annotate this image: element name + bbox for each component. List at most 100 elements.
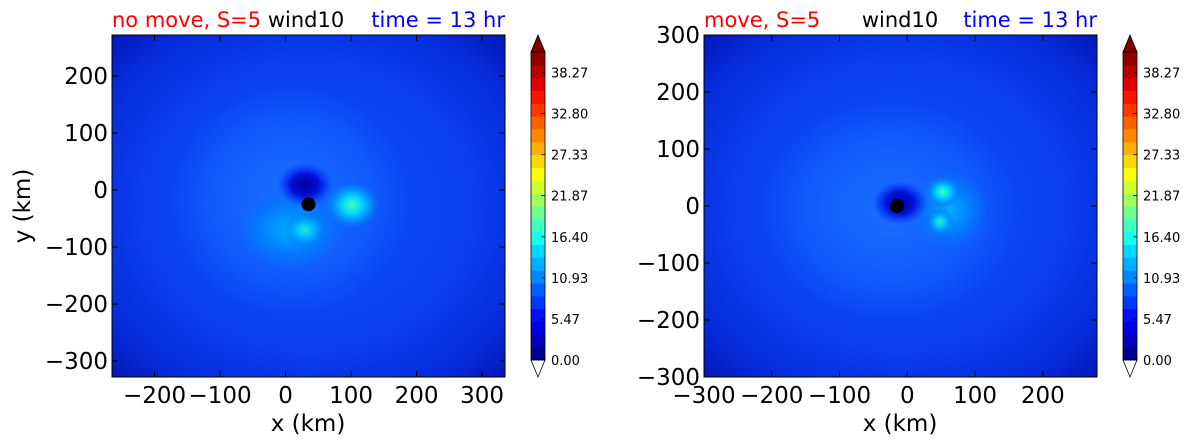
colorbar-segment (1123, 154, 1137, 168)
x-tick-label: −300 (672, 383, 735, 409)
wind-field-no-move (112, 35, 505, 377)
colorbar-tick-label: 38.27 (1143, 67, 1180, 82)
colorbar-segment (1123, 347, 1137, 361)
x-axis-label: x (km) (863, 411, 938, 437)
y-axis-label: y (km) (10, 169, 36, 244)
x-tick-label: 0 (900, 383, 915, 409)
y-tick-label: 100 (64, 121, 108, 147)
x-tick-label: 0 (278, 383, 293, 409)
colorbar-tick-label: 16.40 (1143, 231, 1180, 246)
colorbar-segment (531, 244, 545, 258)
storm-center-marker (301, 197, 316, 212)
y-tick-label: −300 (637, 365, 700, 391)
colorbar-segment (531, 129, 545, 143)
colorbar-segment (1123, 308, 1137, 322)
colorbar-tick-label: 0.00 (1143, 354, 1172, 369)
x-tick-label: −100 (808, 383, 871, 409)
colorbar-segment (1123, 103, 1137, 117)
y-tick-label: −200 (45, 292, 108, 318)
colorbar-tick-label: 5.47 (1143, 313, 1172, 328)
colorbar-tick-label: 38.27 (551, 67, 588, 82)
colorbar-segment (531, 257, 545, 271)
colorbar-extend-max (530, 33, 546, 53)
colorbar-segment (1123, 244, 1137, 258)
y-tick-label: −200 (637, 308, 700, 334)
axes-frame (111, 34, 506, 378)
colorbar-frame (530, 51, 546, 361)
colorbar-segment (1123, 116, 1137, 130)
colorbar-tick-label: 21.87 (1143, 190, 1180, 205)
y-tick-label: 300 (656, 23, 700, 49)
colorbar-tick-label: 32.80 (551, 108, 588, 123)
y-tick-label: −300 (45, 349, 108, 375)
colorbar-segment (1123, 180, 1137, 194)
colorbar-segment (531, 154, 545, 168)
colorbar-tick-label: 32.80 (1143, 108, 1180, 123)
colorbar-segment (1123, 283, 1137, 297)
colorbar-segment (1123, 231, 1137, 245)
colorbar-segment (531, 295, 545, 310)
colorbar-segment (531, 283, 545, 297)
colorbar-segment (531, 52, 545, 66)
colorbar-segment (1123, 257, 1137, 271)
y-tick-label: 100 (656, 137, 700, 163)
colorbar-right: 38.27 32.80 27.33 21.87 16.40 10.93 5.47 0.00 (1122, 33, 1180, 379)
colorbar-tick-label: 10.93 (1143, 272, 1180, 287)
x-tick-label: −100 (188, 383, 251, 409)
colorbar-segment (1123, 141, 1137, 156)
colorbar-tick-label: 16.40 (551, 231, 588, 246)
calm-eye (277, 163, 333, 207)
y-tick-label: −100 (637, 251, 700, 277)
colorbar-segment (531, 347, 545, 361)
colorbar-segment (1123, 52, 1137, 66)
colorbar-segment (1123, 167, 1137, 181)
y-tick-label: 200 (656, 80, 700, 106)
colorbar-segment (531, 193, 545, 207)
colorbar-extend-max (1122, 33, 1138, 53)
wind-max-east (324, 181, 380, 229)
y-tick-label: 200 (64, 64, 108, 90)
colorbar-segment (1123, 295, 1137, 310)
colorbar-segment (531, 116, 545, 130)
wind-max-north (925, 176, 961, 208)
wind-max-south (926, 208, 954, 236)
colorbar-segment (531, 308, 545, 322)
colorbar-segment (531, 141, 545, 156)
colorbar-segment (1123, 321, 1137, 335)
colorbar-segment (531, 103, 545, 117)
wind-jet-south (283, 212, 327, 248)
colorbar-segment (531, 90, 545, 104)
x-tick-label: −200 (740, 383, 803, 409)
colorbar-tick-label: 21.87 (551, 190, 588, 205)
colorbar-segment (531, 270, 545, 284)
colorbar-segment (1123, 64, 1137, 79)
colorbar-segment (1123, 334, 1137, 348)
title-center: wind10 (268, 8, 344, 32)
colorbar-segment (531, 231, 545, 245)
colorbar-segment (531, 167, 545, 181)
colorbar-segment (531, 180, 545, 194)
colorbar-tick-label: 27.33 (551, 149, 588, 164)
x-tick-label: 200 (1021, 383, 1065, 409)
y-tick-label: −100 (45, 235, 108, 261)
colorbar-segment (531, 321, 545, 335)
colorbar-extend-min (1122, 359, 1138, 379)
colorbar-segment (1123, 218, 1137, 233)
title-left: move, S=5 (704, 8, 820, 32)
title-right: time = 13 hr (371, 8, 505, 32)
colorbar-tick-label: 27.33 (1143, 149, 1180, 164)
colorbar-segment (1123, 206, 1137, 220)
colorbar-segment (1123, 193, 1137, 207)
colorbar-segment (531, 206, 545, 220)
colorbar-segment (531, 64, 545, 79)
title-left: no move, S=5 (112, 8, 261, 32)
panel-title: no move, S=5 wind10 (112, 8, 344, 32)
colorbar-tick-label: 5.47 (551, 313, 580, 328)
colorbar-segment (1123, 129, 1137, 143)
colorbar-tick-label: 0.00 (551, 354, 580, 369)
colorbar-segment (531, 77, 545, 91)
colorbar-segment (1123, 77, 1137, 91)
x-tick-label: 100 (953, 383, 997, 409)
x-tick-label: −200 (123, 383, 186, 409)
